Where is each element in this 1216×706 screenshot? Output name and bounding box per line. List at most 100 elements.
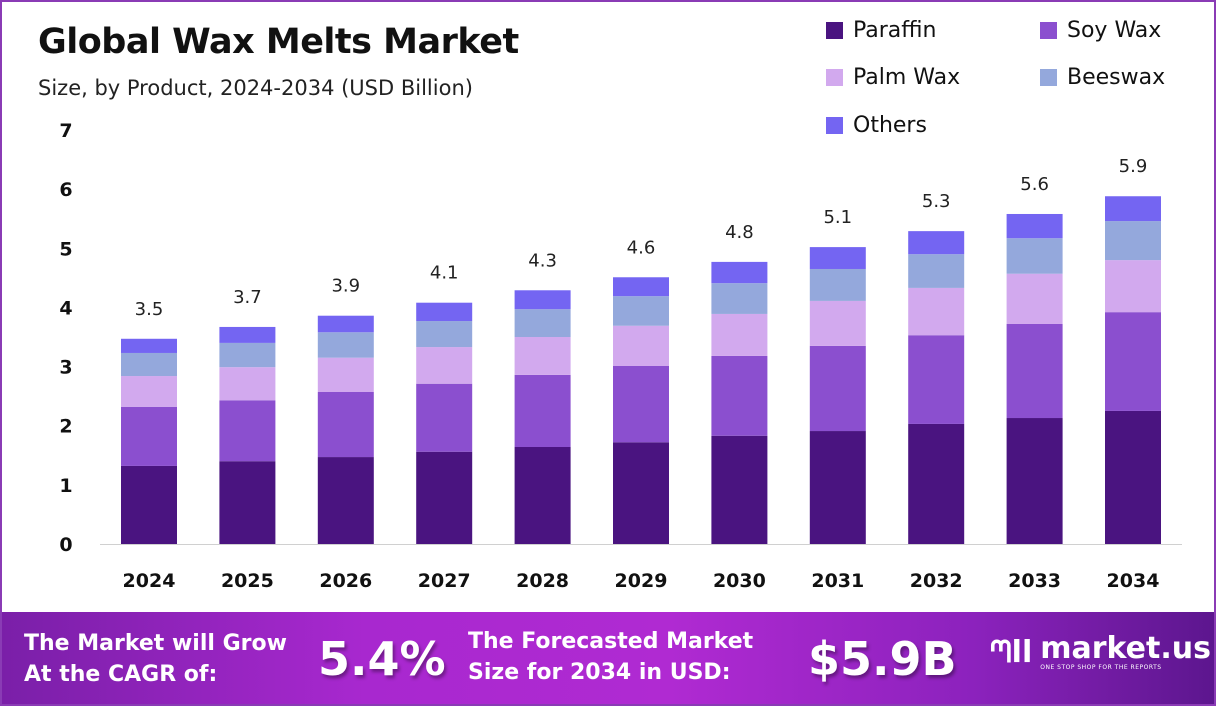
bar-segment-palm-wax xyxy=(908,287,965,336)
total-data-label: 4.8 xyxy=(725,222,754,243)
bar-segment-soy-wax xyxy=(416,383,473,452)
bar-segment-paraffin xyxy=(121,465,177,544)
chart-subtitle: Size, by Product, 2024-2034 (USD Billion… xyxy=(38,76,473,100)
footer-banner: The Market will Grow At the CAGR of: 5.4… xyxy=(0,612,1216,706)
bar-segment-soy-wax xyxy=(514,374,571,448)
bar-segment-others xyxy=(809,247,866,269)
brand-tagline: ONE STOP SHOP FOR THE REPORTS xyxy=(1040,664,1162,671)
x-tick-label: 2032 xyxy=(910,570,963,592)
bar-segment-others xyxy=(514,290,571,310)
bar-segment-palm-wax xyxy=(1006,273,1063,324)
legend-swatch xyxy=(1040,69,1057,86)
legend-label: Paraffin xyxy=(853,18,937,43)
bar-segment-palm-wax xyxy=(416,347,473,384)
bar-segment-others xyxy=(1105,196,1161,222)
bar-segment-paraffin xyxy=(219,461,276,544)
cagr-label-line1: The Market will Grow xyxy=(24,631,287,656)
bar-segment-paraffin xyxy=(809,431,866,544)
bar-segment-beeswax xyxy=(908,254,965,288)
bar-segment-soy-wax xyxy=(1105,312,1161,411)
total-data-label: 4.3 xyxy=(528,250,557,271)
bar-segment-palm-wax xyxy=(809,300,866,346)
bar-segment-palm-wax xyxy=(317,357,374,393)
bar-segment-others xyxy=(416,302,473,322)
bar-segment-beeswax xyxy=(416,321,473,348)
x-tick-label: 2031 xyxy=(811,570,864,592)
bar-segment-paraffin xyxy=(416,451,473,544)
bar-segment-palm-wax xyxy=(219,367,276,401)
bar-segment-soy-wax xyxy=(908,335,965,424)
legend-swatch xyxy=(1040,22,1057,39)
total-data-label: 3.5 xyxy=(135,299,164,320)
bar-segment-beeswax xyxy=(317,332,374,358)
brand-logo[interactable]: ᘉll market.us ONE STOP SHOP FOR THE REPO… xyxy=(990,631,1211,672)
bar-segment-others xyxy=(1006,213,1063,239)
bar-segment-soy-wax xyxy=(1006,323,1063,419)
cagr-value: 5.4% xyxy=(318,632,446,686)
bar-segment-paraffin xyxy=(908,423,965,544)
brand-name: market.us xyxy=(1040,631,1211,666)
legend-label: Soy Wax xyxy=(1067,18,1162,43)
chart-title: Global Wax Melts Market xyxy=(38,22,519,62)
legend-swatch xyxy=(826,117,843,134)
x-tick-label: 2027 xyxy=(418,570,471,592)
bar-segment-others xyxy=(121,338,177,353)
legend-item-soy-wax: Soy Wax xyxy=(1040,18,1161,43)
total-data-label: 4.1 xyxy=(430,263,459,284)
total-data-label: 3.9 xyxy=(331,276,360,297)
y-tick-label: 2 xyxy=(59,416,72,438)
x-tick-label: 2030 xyxy=(713,570,766,592)
bar-segment-palm-wax xyxy=(613,325,669,366)
total-data-label: 4.6 xyxy=(627,237,656,258)
x-tick-label: 2024 xyxy=(123,570,176,592)
bar-segment-beeswax xyxy=(121,352,177,377)
bar-segment-soy-wax xyxy=(711,355,768,436)
bar-segment-beeswax xyxy=(1105,221,1161,261)
total-data-label: 5.6 xyxy=(1020,174,1049,195)
y-tick-label: 1 xyxy=(59,475,72,497)
bar-segment-others xyxy=(711,261,768,284)
x-tick-label: 2026 xyxy=(319,570,372,592)
y-tick-label: 3 xyxy=(59,357,72,379)
legend-item-palm-wax: Palm Wax xyxy=(826,65,960,90)
x-tick-label: 2033 xyxy=(1008,570,1061,592)
legend-label: Palm Wax xyxy=(853,65,961,90)
forecast-label-line1: The Forecasted Market xyxy=(468,629,754,654)
bar-segment-others xyxy=(219,326,276,343)
bar-segment-beeswax xyxy=(613,296,669,326)
x-tick-label: 2034 xyxy=(1107,570,1160,592)
bar-segment-others xyxy=(317,315,374,333)
x-tick-label: 2025 xyxy=(221,570,274,592)
y-tick-label: 6 xyxy=(59,179,72,201)
legend-label: Beeswax xyxy=(1067,65,1166,90)
legend-item-beeswax: Beeswax xyxy=(1040,65,1165,90)
bar-segment-paraffin xyxy=(711,435,768,544)
bar-segment-beeswax xyxy=(809,268,866,301)
total-data-label: 5.3 xyxy=(922,191,951,212)
bar-segment-palm-wax xyxy=(711,313,768,356)
bar-segment-beeswax xyxy=(711,283,768,314)
bar-segment-soy-wax xyxy=(809,345,866,432)
market-us-logo-icon: ᘉll xyxy=(990,635,1033,670)
bar-segment-paraffin xyxy=(514,447,571,544)
x-tick-label: 2028 xyxy=(516,570,569,592)
bar-segment-paraffin xyxy=(317,457,374,544)
bar-segment-soy-wax xyxy=(121,406,177,466)
bar-segment-soy-wax xyxy=(613,365,669,443)
forecast-value: $5.9B xyxy=(808,632,957,686)
bar-segment-paraffin xyxy=(613,442,669,544)
legend-swatch xyxy=(826,22,843,39)
bar-segment-palm-wax xyxy=(121,376,177,407)
cagr-label-line2: At the CAGR of: xyxy=(24,662,218,687)
y-tick-label: 7 xyxy=(59,120,72,142)
cagr-label: The Market will Grow At the CAGR of: xyxy=(24,628,287,690)
bar-segment-soy-wax xyxy=(317,392,374,458)
x-tick-label: 2029 xyxy=(615,570,668,592)
bar-chart: 0 1 2 3 4 5 6 7 3.5 2024 3.7 2025 3.9 2026 4.1 2027 4.3 2… xyxy=(59,120,1182,592)
legend-item-others: Others xyxy=(826,113,927,138)
y-tick-label: 0 xyxy=(59,534,72,556)
legend-swatch xyxy=(826,69,843,86)
forecast-label-line2: Size for 2034 in USD: xyxy=(468,660,731,685)
bar-segment-paraffin xyxy=(1006,418,1063,544)
bar-segment-beeswax xyxy=(514,309,571,337)
